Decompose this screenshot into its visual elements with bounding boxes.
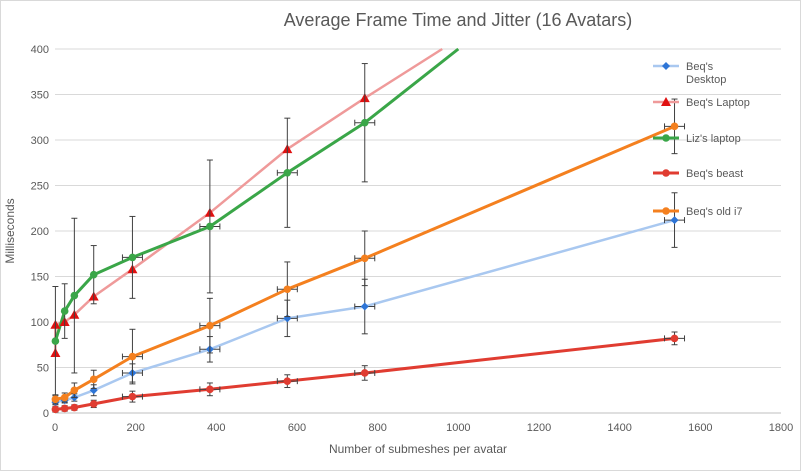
data-point-marker <box>662 207 670 215</box>
legend-label: Beq's Desktop <box>686 61 726 86</box>
data-point-marker <box>283 377 292 385</box>
data-point-marker <box>89 375 98 384</box>
data-point-marker <box>360 254 369 263</box>
data-point-marker <box>360 118 369 127</box>
legend-label-line: Desktop <box>686 74 726 86</box>
data-point-marker <box>662 62 670 70</box>
legend-label-line: Beq's <box>686 61 714 73</box>
y-tick-label: 100 <box>31 317 49 329</box>
plot-area <box>50 47 686 414</box>
y-tick-label: 150 <box>31 272 49 284</box>
x-tick-label: 400 <box>207 422 225 434</box>
y-tick-label: 50 <box>37 363 49 375</box>
y-tick-label: 200 <box>31 226 49 238</box>
data-point-marker <box>70 291 79 300</box>
legend-label: Beq's Laptop <box>686 97 750 109</box>
data-point-marker <box>662 169 670 177</box>
data-point-marker <box>60 307 69 315</box>
legend: Beq's Desktop Beq's Laptop Liz's laptop Beq'… <box>653 61 750 218</box>
data-point-marker <box>60 393 69 402</box>
axes: 0 50 100 150 200 250 300 350 400 0 200 400 600 800 100… <box>31 44 794 434</box>
data-point-marker <box>206 222 214 231</box>
data-point-marker <box>283 285 292 294</box>
data-point-marker <box>128 253 137 262</box>
data-point-marker <box>670 216 679 225</box>
x-tick-label: 0 <box>52 422 58 434</box>
data-point-marker <box>70 403 79 412</box>
data-point-marker <box>283 168 292 177</box>
data-point-marker <box>89 270 98 279</box>
x-tick-label: 1800 <box>769 422 793 434</box>
data-point-marker <box>128 352 137 361</box>
x-tick-label: 800 <box>368 422 386 434</box>
x-tick-label: 1400 <box>607 422 631 434</box>
x-tick-label: 1000 <box>446 422 470 434</box>
x-axis-title: Number of submeshes per avatar <box>329 442 507 456</box>
x-tick-label: 200 <box>126 422 144 434</box>
legend-label: Beq's beast <box>686 168 743 180</box>
data-point-marker <box>70 386 79 395</box>
y-tick-label: 300 <box>31 135 49 147</box>
data-point-marker <box>51 337 60 345</box>
y-tick-label: 250 <box>31 181 49 193</box>
data-point-marker <box>60 404 69 413</box>
data-point-marker <box>670 122 679 131</box>
y-tick-label: 0 <box>43 408 49 420</box>
data-point-marker <box>661 97 671 106</box>
data-point-marker <box>662 134 670 142</box>
data-point-marker <box>89 400 98 408</box>
x-tick-label: 600 <box>288 422 306 434</box>
data-point-marker <box>51 395 60 404</box>
data-point-marker <box>360 302 369 311</box>
gridlines <box>55 48 781 414</box>
legend-label: Liz's laptop <box>686 133 741 145</box>
x-tick-label: 1600 <box>688 422 712 434</box>
y-axis-title: Milliseconds <box>3 198 17 263</box>
data-point-marker <box>360 369 369 377</box>
series-markers <box>50 63 686 414</box>
x-tick-label: 1200 <box>527 422 551 434</box>
y-tick-label: 400 <box>31 44 49 56</box>
y-tick-label: 350 <box>31 90 49 102</box>
data-point-marker <box>670 334 679 343</box>
data-point-marker <box>128 392 137 401</box>
chart-title: Average Frame Time and Jitter (16 Avatar… <box>284 10 633 30</box>
data-point-marker <box>206 385 214 394</box>
data-point-marker <box>206 321 214 330</box>
legend-label: Beq's old i7 <box>686 206 743 218</box>
data-point-marker <box>51 405 60 414</box>
